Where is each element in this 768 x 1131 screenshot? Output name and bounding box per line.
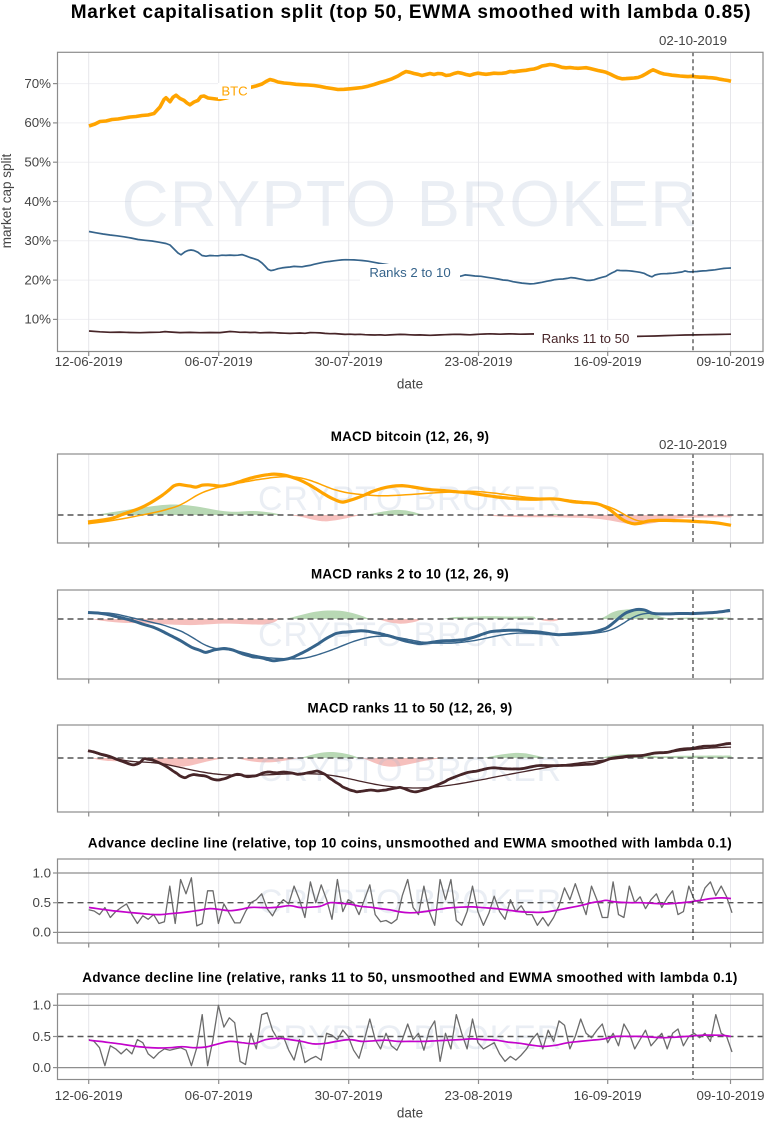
svg-text:CRYPTO BROKER: CRYPTO BROKER: [122, 167, 699, 240]
svg-text:16-09-2019: 16-09-2019: [574, 1088, 642, 1103]
svg-text:market cap split: market cap split: [0, 153, 14, 248]
svg-text:0.0: 0.0: [33, 925, 52, 940]
svg-text:Advance decline line (relative: Advance decline line (relative, ranks 11…: [82, 970, 737, 985]
svg-text:23-08-2019: 23-08-2019: [444, 1088, 512, 1103]
svg-text:CRYPTO BROKER: CRYPTO BROKER: [258, 616, 562, 654]
svg-text:70%: 70%: [24, 76, 51, 91]
svg-text:MACD ranks 11 to 50 (12, 26, 9: MACD ranks 11 to 50 (12, 26, 9): [308, 701, 513, 716]
svg-text:BTC: BTC: [221, 84, 248, 99]
svg-text:Advance decline line (relative: Advance decline line (relative, top 10 c…: [88, 836, 732, 851]
svg-text:06-07-2019: 06-07-2019: [185, 1088, 253, 1103]
svg-text:20%: 20%: [24, 272, 51, 287]
svg-text:10%: 10%: [24, 312, 51, 327]
svg-text:Ranks 11 to 50: Ranks 11 to 50: [542, 331, 630, 346]
svg-text:02-10-2019: 02-10-2019: [659, 437, 727, 452]
svg-text:0.0: 0.0: [33, 1060, 52, 1075]
svg-text:09-10-2019: 09-10-2019: [696, 1088, 764, 1103]
svg-text:60%: 60%: [24, 115, 51, 130]
svg-text:09-10-2019: 09-10-2019: [696, 354, 764, 369]
svg-text:0.5: 0.5: [33, 895, 52, 910]
svg-text:12-06-2019: 12-06-2019: [55, 354, 123, 369]
svg-text:Market capitalisation split (t: Market capitalisation split (top 50, EWM…: [71, 2, 752, 23]
svg-text:02-10-2019: 02-10-2019: [659, 33, 727, 48]
svg-text:MACD ranks 2 to 10 (12, 26, 9): MACD ranks 2 to 10 (12, 26, 9): [311, 567, 509, 582]
svg-text:date: date: [397, 377, 423, 392]
svg-text:1.0: 1.0: [33, 865, 52, 880]
svg-text:23-08-2019: 23-08-2019: [444, 354, 512, 369]
svg-text:0.5: 0.5: [33, 1029, 52, 1044]
svg-text:12-06-2019: 12-06-2019: [55, 1088, 123, 1103]
svg-text:40%: 40%: [24, 194, 51, 209]
svg-text:50%: 50%: [24, 155, 51, 170]
svg-text:MACD bitcoin (12, 26, 9): MACD bitcoin (12, 26, 9): [331, 429, 490, 444]
svg-text:CRYPTO BROKER: CRYPTO BROKER: [258, 1019, 562, 1057]
svg-text:1.0: 1.0: [33, 998, 52, 1013]
svg-text:Ranks 2 to 10: Ranks 2 to 10: [369, 265, 450, 280]
svg-text:30-07-2019: 30-07-2019: [315, 1088, 383, 1103]
svg-text:date: date: [397, 1106, 423, 1121]
svg-text:16-09-2019: 16-09-2019: [574, 354, 642, 369]
svg-text:30-07-2019: 30-07-2019: [315, 354, 383, 369]
svg-text:06-07-2019: 06-07-2019: [185, 354, 253, 369]
svg-text:30%: 30%: [24, 233, 51, 248]
